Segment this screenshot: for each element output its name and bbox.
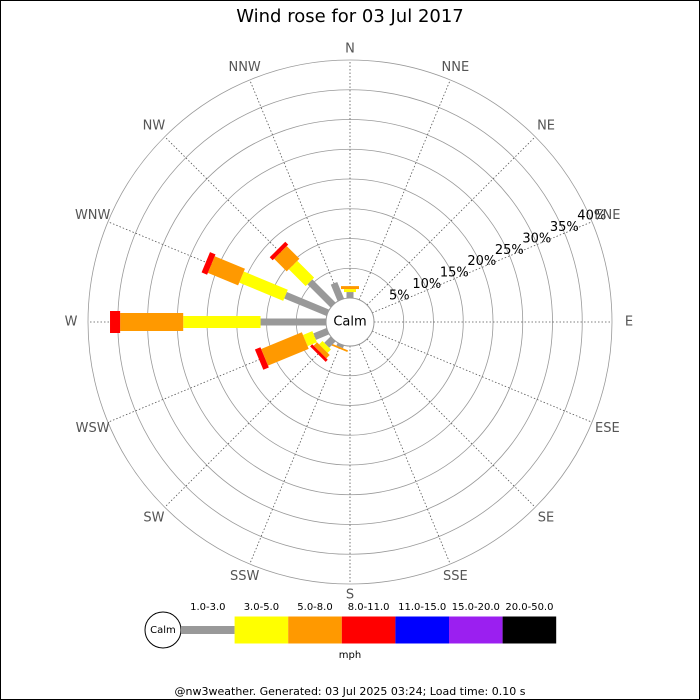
bar-segment	[274, 246, 300, 272]
r-tick-label: 40%	[577, 209, 606, 224]
legend-swatch	[395, 616, 449, 644]
r-tick-label: 15%	[440, 266, 469, 281]
direction-label: NE	[537, 118, 555, 133]
bar-segment	[336, 342, 345, 349]
bar-segment	[183, 316, 261, 328]
bar-segment	[313, 327, 330, 340]
legend-label: 15.0-20.0	[452, 602, 500, 613]
direction-label: N	[345, 42, 355, 57]
bar-segment	[120, 313, 184, 331]
spoke	[366, 136, 536, 306]
bar-segment	[319, 341, 331, 353]
legend-label: 1.0-3.0	[190, 602, 225, 613]
bar-segment	[344, 289, 356, 293]
spoke	[164, 338, 334, 508]
r-tick-label: 35%	[550, 220, 579, 235]
bar-segment	[288, 260, 315, 287]
legend-swatch	[181, 626, 235, 634]
bar-segment	[310, 344, 328, 362]
r-tick-label: 20%	[467, 254, 496, 269]
calm-label: Calm	[333, 315, 366, 330]
bar-segment	[261, 332, 309, 366]
spoke	[249, 79, 342, 300]
bar-segment	[313, 342, 330, 359]
legend-calm-label: Calm	[150, 625, 176, 636]
direction-label: SE	[538, 511, 554, 526]
r-tick-label: 25%	[495, 243, 524, 258]
legend-swatch	[341, 616, 396, 644]
direction-label: WNW	[75, 208, 111, 223]
direction-label: ENE	[594, 208, 620, 223]
direction-label: NW	[143, 118, 166, 133]
spoke	[372, 330, 593, 423]
bar-segment	[302, 331, 317, 347]
direction-label: S	[346, 588, 354, 603]
r-tick-label: 5%	[389, 288, 410, 303]
spoke	[372, 221, 593, 314]
bar-segment	[269, 241, 289, 261]
direction-label: W	[65, 315, 78, 330]
r-tick-label: 10%	[412, 277, 441, 292]
direction-label: SSW	[230, 569, 260, 584]
spoke	[249, 344, 342, 565]
bar-segment	[330, 343, 348, 353]
direction-label: ESE	[595, 421, 620, 436]
legend-label: 5.0-8.0	[297, 602, 332, 613]
bar-segment	[260, 318, 326, 326]
bar-segment	[341, 286, 359, 290]
spoke	[366, 338, 536, 508]
r-tick-label: 30%	[522, 231, 551, 246]
legend-label: 8.0-11.0	[348, 602, 390, 613]
legend-swatch	[449, 616, 503, 644]
bar-segment	[284, 292, 330, 317]
bar-segment	[201, 252, 216, 275]
direction-label: NNW	[228, 60, 260, 75]
spoke	[358, 79, 451, 300]
bar-segment	[330, 281, 345, 302]
bar-segment	[207, 256, 245, 286]
legend-swatch	[502, 616, 557, 644]
direction-label: WSW	[76, 421, 110, 436]
direction-label: SW	[143, 511, 164, 526]
bar-segment	[346, 292, 354, 298]
units: mph	[339, 650, 361, 661]
bar-segment	[110, 311, 121, 333]
bar-segment	[307, 279, 336, 308]
footer: @nw3weather. Generated: 03 Jul 2025 03:2…	[175, 685, 526, 698]
legend-label: 3.0-5.0	[244, 602, 279, 613]
direction-label: NNE	[442, 60, 470, 75]
legend-swatch	[288, 616, 342, 644]
legend-label: 11.0-15.0	[398, 602, 446, 613]
spoke	[358, 344, 451, 565]
direction-label: E	[625, 315, 633, 330]
bar-segment	[239, 271, 288, 301]
calm-circle	[325, 297, 375, 347]
grid-ring	[87, 59, 613, 585]
chart-title: Wind rose for 03 Jul 2017	[236, 6, 464, 27]
bar-segment	[254, 347, 269, 370]
legend-swatch	[234, 616, 289, 644]
legend-label: 20.0-50.0	[505, 602, 553, 613]
direction-label: SSE	[443, 569, 468, 584]
